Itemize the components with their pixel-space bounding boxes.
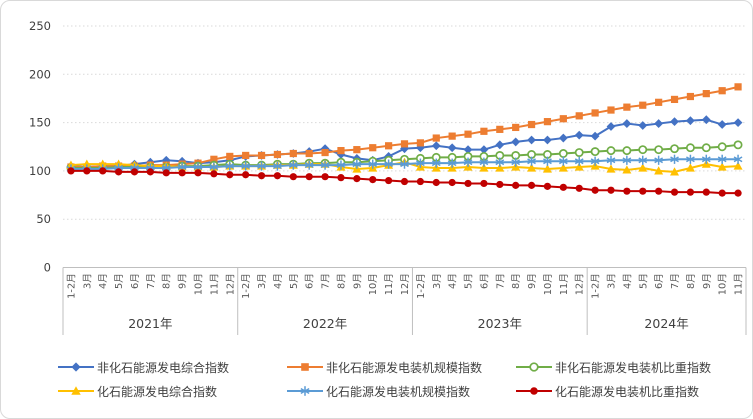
svg-text:4月: 4月 <box>447 273 459 289</box>
svg-text:11月: 11月 <box>558 273 570 295</box>
svg-text:6月: 6月 <box>304 273 316 289</box>
svg-text:10月: 10月 <box>193 273 205 295</box>
legend-marker-triangle-icon <box>58 386 94 395</box>
svg-text:6月: 6月 <box>129 273 141 289</box>
svg-text:0: 0 <box>44 261 51 275</box>
svg-text:200: 200 <box>29 67 51 81</box>
svg-text:10月: 10月 <box>717 273 729 295</box>
svg-text:9月: 9月 <box>526 273 538 289</box>
svg-text:5月: 5月 <box>113 273 125 289</box>
chart-legend: 非化石能源发电综合指数 非化石能源发电装机规模指数 非化石能源发电装机比重指数 … <box>1 355 752 403</box>
legend-label: 非化石能源发电装机比重指数 <box>555 360 712 375</box>
svg-text:1-2月: 1-2月 <box>240 273 252 299</box>
svg-text:50: 50 <box>36 212 51 226</box>
svg-text:2021年: 2021年 <box>128 316 172 331</box>
svg-text:7月: 7月 <box>320 273 332 289</box>
svg-text:4月: 4月 <box>97 273 109 289</box>
svg-text:3月: 3月 <box>81 273 93 289</box>
svg-text:3月: 3月 <box>605 273 617 289</box>
legend-marker-open-circle-icon <box>516 362 552 372</box>
legend-label: 化石能源发电装机规模指数 <box>326 384 471 399</box>
svg-text:4月: 4月 <box>621 273 633 289</box>
svg-text:5月: 5月 <box>288 273 300 289</box>
svg-text:10月: 10月 <box>542 273 554 295</box>
legend-item-nonfossil-capacity-share: 非化石能源发电装机比重指数 <box>516 359 745 376</box>
legend-label: 非化石能源发电综合指数 <box>97 360 230 375</box>
svg-text:9月: 9月 <box>701 273 713 289</box>
svg-text:9月: 9月 <box>351 273 363 289</box>
svg-text:4月: 4月 <box>272 273 284 289</box>
svg-text:12月: 12月 <box>399 273 411 295</box>
legend-item-fossil-composite: 化石能源发电综合指数 <box>58 383 287 400</box>
svg-text:8月: 8月 <box>685 273 697 289</box>
svg-text:6月: 6月 <box>653 273 665 289</box>
svg-text:5月: 5月 <box>637 273 649 289</box>
legend-label: 化石能源发电装机比重指数 <box>555 384 700 399</box>
legend-row-2: 化石能源发电综合指数 化石能源发电装机规模指数 化石能源发电装机比重指数 <box>1 379 752 403</box>
svg-text:3月: 3月 <box>256 273 268 289</box>
svg-text:5月: 5月 <box>463 273 475 289</box>
svg-text:8月: 8月 <box>510 273 522 289</box>
svg-text:12月: 12月 <box>574 273 586 295</box>
svg-text:250: 250 <box>29 19 51 33</box>
svg-text:1-2月: 1-2月 <box>590 273 602 299</box>
svg-text:8月: 8月 <box>161 273 173 289</box>
svg-text:100: 100 <box>29 164 51 178</box>
legend-item-fossil-capacity-share: 化石能源发电装机比重指数 <box>516 383 745 400</box>
legend-item-nonfossil-capacity-scale: 非化石能源发电装机规模指数 <box>287 359 516 376</box>
svg-text:12月: 12月 <box>224 273 236 295</box>
svg-text:7月: 7月 <box>145 273 157 289</box>
svg-text:7月: 7月 <box>669 273 681 289</box>
svg-text:8月: 8月 <box>335 273 347 289</box>
svg-text:6月: 6月 <box>478 273 490 289</box>
legend-item-nonfossil-composite: 非化石能源发电综合指数 <box>58 359 287 376</box>
legend-label: 非化石能源发电装机规模指数 <box>326 360 483 375</box>
legend-row-1: 非化石能源发电综合指数 非化石能源发电装机规模指数 非化石能源发电装机比重指数 <box>1 355 752 379</box>
svg-text:11月: 11月 <box>383 273 395 295</box>
svg-text:2022年: 2022年 <box>303 316 347 331</box>
legend-item-fossil-capacity-scale: 化石能源发电装机规模指数 <box>287 383 516 400</box>
svg-text:1-2月: 1-2月 <box>415 273 427 299</box>
legend-marker-filled-circle-icon <box>516 387 552 395</box>
legend-label: 化石能源发电综合指数 <box>97 384 218 399</box>
svg-text:10月: 10月 <box>367 273 379 295</box>
legend-marker-square-icon <box>287 363 323 371</box>
svg-text:11月: 11月 <box>733 273 745 295</box>
svg-text:9月: 9月 <box>177 273 189 289</box>
legend-marker-asterisk-icon <box>287 386 323 396</box>
svg-text:7月: 7月 <box>494 273 506 289</box>
svg-text:2024年: 2024年 <box>644 316 688 331</box>
svg-text:2023年: 2023年 <box>478 316 522 331</box>
svg-text:3月: 3月 <box>431 273 443 289</box>
svg-text:150: 150 <box>29 116 51 130</box>
svg-text:11月: 11月 <box>208 273 220 295</box>
legend-marker-diamond-icon <box>58 362 94 372</box>
svg-text:1-2月: 1-2月 <box>65 273 77 299</box>
